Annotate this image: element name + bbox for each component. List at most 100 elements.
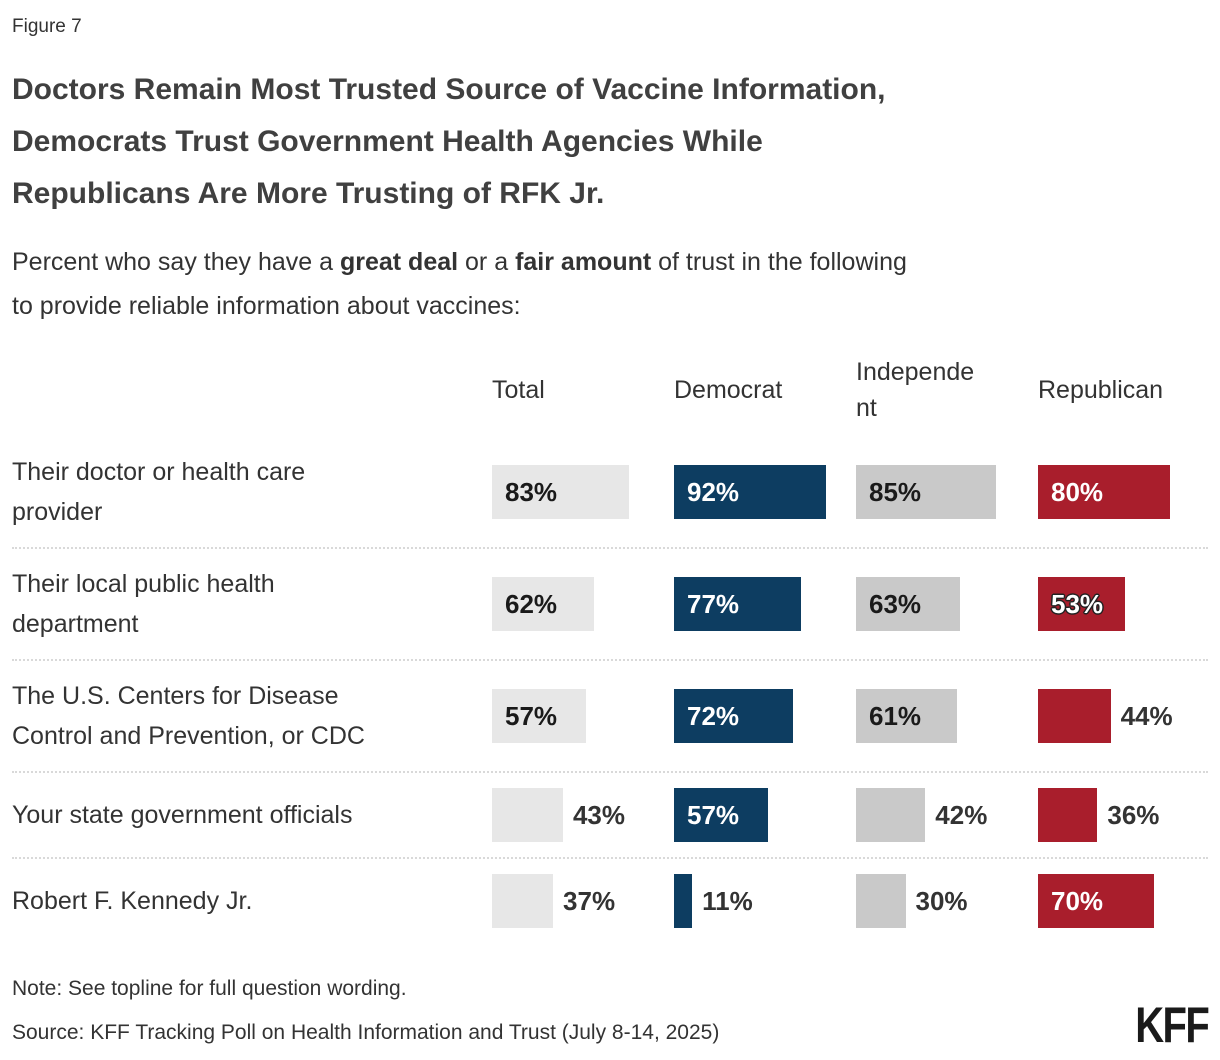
bar-cell-total: 37%	[492, 874, 674, 928]
bar-value-label: 43%	[572, 799, 625, 830]
bar-cell-total: 57%	[492, 689, 674, 743]
bar-value-label: 42%	[935, 799, 988, 830]
bar-cell-independent: 85%	[856, 465, 1038, 519]
bar-republican: 70%	[1038, 874, 1154, 928]
footer: Note: See topline for full question word…	[12, 975, 1210, 1053]
kff-logo: KFF	[1135, 997, 1210, 1053]
bar-value-label: 36%	[1107, 799, 1160, 830]
bar-democrat: 92%	[674, 465, 826, 519]
chart-title-line-3: Republicans Are More Trusting of RFK Jr.	[12, 177, 605, 210]
column-header-row: Total Democrat Independent Republican	[12, 342, 1208, 437]
bar-value-label: 85%	[869, 476, 922, 507]
bar-value-label: 92%	[687, 476, 740, 507]
column-header-cell: Independent	[856, 354, 1038, 426]
subtitle-bold-great-deal: great deal	[339, 248, 459, 276]
chart-title-line-1: Doctors Remain Most Trusted Source of Va…	[12, 73, 886, 106]
chart-row: The U.S. Centers for Disease Control and…	[12, 659, 1208, 771]
bar-value-label: 53%	[1051, 588, 1104, 619]
bar-independent: 61%	[856, 689, 957, 743]
bar-cell-total: 83%	[492, 465, 674, 519]
note-text: Note: See topline for full question word…	[12, 977, 407, 1000]
chart-subtitle: Percent who say they have a great deal o…	[12, 240, 1208, 328]
subtitle-line-2: to provide reliable information about va…	[12, 292, 521, 320]
column-header-cell: Republican	[1038, 372, 1208, 408]
bar-democrat: 57%	[674, 788, 769, 842]
source-text: Source: KFF Tracking Poll on Health Info…	[12, 1021, 720, 1044]
bar-independent	[856, 874, 906, 928]
bar-cell-total: 62%	[492, 577, 674, 631]
row-label-cell: Their doctor or health care provider	[12, 452, 492, 532]
bar-value-label: 57%	[505, 700, 558, 731]
bar-value-label: 83%	[505, 476, 558, 507]
bar-cell-democrat: 57%	[674, 788, 856, 842]
column-header-independent: Independent	[856, 357, 975, 422]
bar-cell-republican: 70%	[1038, 874, 1208, 928]
chart-row: Their doctor or health care provider 83% 9…	[12, 437, 1208, 547]
bar-independent: 85%	[856, 465, 997, 519]
bar-cell-republican: 53%	[1038, 577, 1208, 631]
chart-title: Doctors Remain Most Trusted Source of Va…	[12, 64, 1208, 220]
row-label-cell: Robert F. Kennedy Jr.	[12, 881, 492, 921]
bar-cell-democrat: 77%	[674, 577, 856, 631]
bar-total: 83%	[492, 465, 629, 519]
trust-bar-chart: Total Democrat Independent Republican Their…	[12, 342, 1208, 943]
subtitle-bold-fair-amount: fair amount	[515, 248, 652, 276]
row-label: The U.S. Centers for Disease Control and…	[12, 682, 365, 750]
bar-value-label: 37%	[563, 885, 616, 916]
bar-cell-democrat: 11%	[674, 874, 856, 928]
row-label: Robert F. Kennedy Jr.	[12, 887, 253, 915]
bar-cell-republican: 44%	[1038, 689, 1208, 743]
column-header-republican: Republican	[1038, 375, 1164, 404]
chart-title-line-2: Democrats Trust Government Health Agenci…	[12, 125, 763, 158]
chart-row: Your state government officials 43% 57% 42%…	[12, 771, 1208, 857]
bar-cell-total: 43%	[492, 788, 674, 842]
bar-total	[492, 874, 554, 928]
bar-total: 62%	[492, 577, 595, 631]
row-label: Their local public health department	[12, 570, 275, 638]
bar-value-label: 57%	[687, 799, 740, 830]
bar-cell-republican: 80%	[1038, 465, 1208, 519]
subtitle-text: or a	[458, 248, 516, 276]
bar-cell-independent: 42%	[856, 788, 1038, 842]
bar-value-label: 44%	[1120, 700, 1173, 731]
column-header-cell: Total	[492, 372, 674, 408]
subtitle-text: Percent who say they have a	[12, 248, 340, 276]
bar-republican	[1038, 689, 1111, 743]
bar-value-label: 63%	[869, 588, 922, 619]
bar-total	[492, 788, 563, 842]
bar-cell-independent: 30%	[856, 874, 1038, 928]
subtitle-text: of trust in the following	[651, 248, 907, 276]
figure-label: Figure 7	[12, 16, 82, 37]
bar-value-label: 80%	[1051, 476, 1104, 507]
bar-independent: 63%	[856, 577, 960, 631]
bar-cell-independent: 61%	[856, 689, 1038, 743]
row-label-cell: Their local public health department	[12, 564, 492, 644]
bar-republican: 80%	[1038, 465, 1170, 519]
column-header-democrat: Democrat	[674, 375, 783, 404]
bar-value-label: 72%	[687, 700, 740, 731]
column-header-cell: Democrat	[674, 372, 856, 408]
row-label: Their doctor or health care provider	[12, 458, 306, 526]
bar-democrat: 72%	[674, 689, 793, 743]
bar-republican: 53%	[1038, 577, 1126, 631]
footer-notes: Note: See topline for full question word…	[12, 975, 719, 1047]
bar-value-label: 11%	[702, 885, 753, 916]
chart-row: Robert F. Kennedy Jr. 37% 11% 30% 70%	[12, 857, 1208, 943]
bar-independent	[856, 788, 926, 842]
bar-cell-republican: 36%	[1038, 788, 1208, 842]
bar-cell-democrat: 92%	[674, 465, 856, 519]
bar-value-label: 77%	[687, 588, 740, 619]
chart-row: Their local public health department 62% 7…	[12, 547, 1208, 659]
bar-value-label: 70%	[1051, 885, 1104, 916]
bar-democrat	[674, 874, 693, 928]
bar-republican	[1038, 788, 1098, 842]
row-label-cell: Your state government officials	[12, 795, 492, 835]
bar-cell-independent: 63%	[856, 577, 1038, 631]
row-label: Your state government officials	[12, 801, 353, 829]
bar-value-label: 62%	[505, 588, 558, 619]
column-header-total: Total	[492, 375, 545, 404]
chart-rows: Their doctor or health care provider 83% 9…	[12, 437, 1208, 943]
bar-democrat: 77%	[674, 577, 802, 631]
bar-cell-democrat: 72%	[674, 689, 856, 743]
